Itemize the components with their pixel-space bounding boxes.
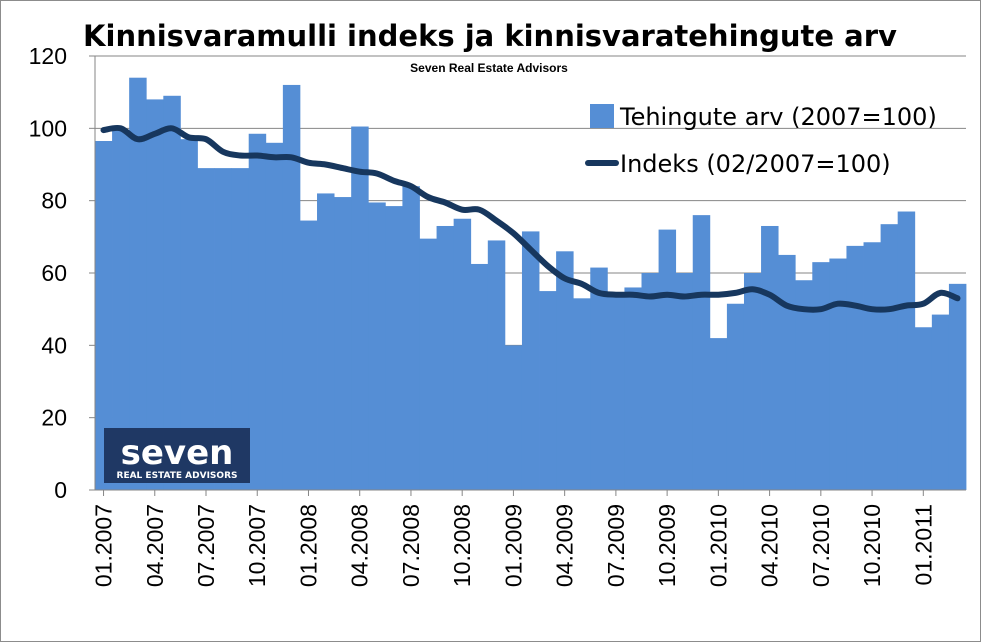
bar	[539, 291, 557, 490]
bar	[112, 130, 130, 490]
bar	[521, 231, 540, 491]
y-tick-label: 20	[41, 405, 67, 431]
chart-title: Kinnisvaramulli indeks ja kinnisvaratehi…	[83, 19, 897, 53]
bar	[163, 95, 181, 491]
y-tick-label: 0	[54, 477, 67, 503]
bar	[265, 142, 284, 491]
bar	[573, 298, 591, 490]
bar	[812, 262, 830, 490]
x-tick-label: 01.2008	[295, 504, 321, 587]
y-tick-labels: 0 20 40 60 80 100 120	[29, 43, 67, 503]
bar	[778, 254, 796, 490]
logo-word: seven	[121, 433, 234, 473]
chart-subtitle: Seven Real Estate Advisors	[410, 61, 568, 75]
x-tick-label: 04.2010	[757, 504, 783, 587]
bar	[914, 327, 933, 490]
bar	[897, 211, 916, 490]
bar	[334, 197, 352, 491]
bar	[95, 140, 113, 490]
x-tick-label: 07.2007	[193, 504, 219, 587]
logo-tagline: REAL ESTATE ADVISORS	[117, 471, 238, 481]
x-tick-label: 04.2008	[347, 504, 373, 587]
bar	[880, 224, 899, 491]
x-tick-label: 10.2008	[449, 504, 475, 587]
x-tick-label: 04.2009	[552, 504, 578, 587]
bar	[726, 303, 745, 490]
x-tick-label: 07.2009	[603, 504, 629, 587]
x-tick-label: 01.2010	[705, 504, 731, 587]
bar	[419, 238, 437, 490]
bar	[231, 168, 250, 490]
bar	[607, 294, 625, 490]
bar	[453, 218, 472, 490]
x-tick-label: 10.2007	[244, 504, 270, 587]
bar	[948, 283, 967, 490]
bar	[248, 133, 267, 490]
bar	[402, 186, 420, 490]
bar	[351, 126, 369, 491]
x-tick-label: 01.2007	[91, 504, 117, 587]
bar	[436, 225, 455, 490]
bar	[487, 240, 506, 490]
bar	[368, 202, 386, 490]
bar	[317, 193, 335, 490]
bar	[931, 314, 950, 490]
x-tick-label: 07.2010	[808, 504, 834, 587]
bar	[675, 273, 694, 490]
index-line	[100, 124, 961, 313]
bar	[658, 229, 677, 490]
seven-logo: seven REAL ESTATE ADVISORS	[104, 428, 250, 483]
bar	[146, 99, 164, 491]
bar	[641, 273, 659, 490]
y-tick-label: 40	[41, 332, 67, 358]
y-tick-label: 60	[41, 260, 67, 286]
bar	[829, 258, 847, 490]
x-tick-label: 01.2011	[910, 504, 936, 585]
x-tick-labels: 01.2007 04.2007 07.2007 10.2007 01.2008 04.20…	[91, 490, 936, 587]
bar	[846, 245, 864, 490]
bar	[709, 338, 728, 490]
y-tick-label: 120	[29, 43, 67, 69]
bar	[761, 225, 779, 490]
bar	[743, 273, 762, 490]
bar	[504, 345, 523, 490]
x-tick-label: 10.2010	[859, 504, 885, 587]
line-series	[100, 124, 961, 313]
y-tick-label: 80	[41, 188, 67, 214]
bar	[863, 242, 882, 490]
bar	[624, 287, 642, 490]
bar-series	[95, 77, 967, 491]
x-tick-label: 10.2009	[654, 504, 680, 587]
legend-bar-label: Tehingute arv (2007=100)	[619, 103, 937, 131]
legend: Tehingute arv (2007=100) Indeks (02/2007…	[585, 103, 937, 178]
bar	[299, 220, 318, 490]
bar	[590, 267, 608, 490]
bar	[385, 206, 403, 490]
logo-background	[104, 428, 250, 483]
x-tick-label: 04.2007	[142, 504, 168, 587]
bar	[129, 77, 147, 490]
bar	[214, 168, 233, 490]
legend-bar-swatch	[590, 104, 614, 128]
bar	[692, 215, 711, 490]
x-tick-label: 07.2008	[398, 504, 424, 587]
bar	[180, 139, 198, 490]
y-tick-label: 100	[29, 115, 67, 141]
bar	[556, 251, 574, 490]
bar	[470, 263, 489, 490]
bar	[795, 280, 813, 490]
bar	[282, 84, 301, 490]
x-tick-label: 01.2009	[500, 504, 526, 587]
legend-line-label: Indeks (02/2007=100)	[620, 150, 891, 178]
bar	[197, 168, 215, 490]
